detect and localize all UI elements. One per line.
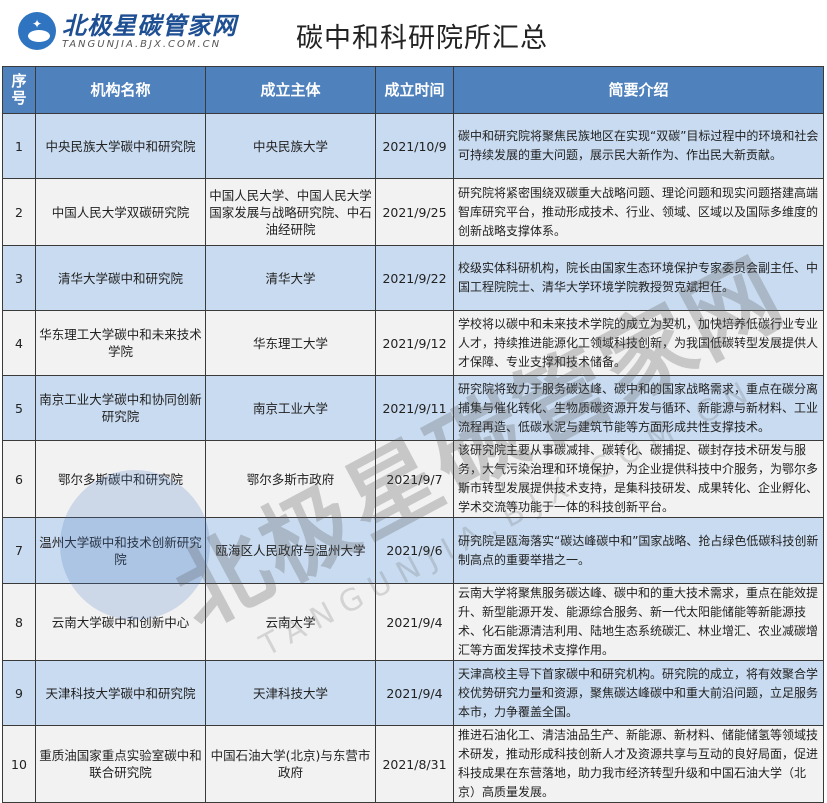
cell-name: 天津科技大学碳中和研究院 [35, 660, 206, 726]
cell-date: 2021/9/6 [375, 517, 454, 584]
cell-desc: 该研究院主要从事碳减排、碳转化、碳捕捉、碳封存技术研发与服务，大气污染治理和环境… [453, 440, 824, 518]
logo-domain: TANGUNJIA.BJX.COM.CN [62, 38, 222, 50]
cell-founder: 中国人民大学、中国人民大学国家发展与战略研究院、中石油经研院 [205, 178, 376, 246]
page-header: ✦ 北极星碳管家网 TANGUNJIA.BJX.COM.CN 碳中和科研院所汇总 [0, 0, 827, 66]
cell-date: 2021/9/4 [375, 583, 454, 661]
cell-date: 2021/9/4 [375, 660, 454, 726]
cell-name: 清华大学碳中和研究院 [35, 245, 206, 311]
table-row: 6 鄂尔多斯碳中和研究院 鄂尔多斯市政府 2021/9/7 该研究院主要从事碳减排、碳转… [2, 440, 824, 518]
cell-founder: 瓯海区人民政府与温州大学 [205, 517, 376, 584]
cell-desc: 研究院是瓯海落实“碳达峰碳中和”国家战略、抢占绿色低碳科技创新制高点的重要举措之… [453, 517, 824, 584]
cell-date: 2021/9/7 [375, 440, 454, 518]
cell-no: 1 [2, 113, 36, 179]
cell-desc: 学校将以碳中和未来技术学院的成立为契机，加快培养低碳行业专业人才，持续推进能源化… [453, 310, 824, 376]
page-title: 碳中和科研院所汇总 [296, 23, 548, 54]
cell-no: 3 [2, 245, 36, 311]
table-row: 10 重质油国家重点实验室碳中和联合研究院 中国石油大学(北京)与东营市政府 2021… [2, 725, 824, 803]
table-row: 1 中央民族大学碳中和研究院 中央民族大学 2021/10/9 碳中和研究院将聚焦民族地… [2, 113, 824, 179]
cell-founder: 华东理工大学 [205, 310, 376, 376]
cell-founder: 云南大学 [205, 583, 376, 661]
cell-no: 4 [2, 310, 36, 376]
cell-desc: 推进石油化工、清洁油品生产、新能源、新材料、储能储氢等领域技术研发，推动形成科技… [453, 725, 824, 803]
cell-date: 2021/9/22 [375, 245, 454, 311]
cell-desc: 天津高校主导下首家碳中和研究机构。研究院的成立，将有效聚合学校优势研究力量和资源… [453, 660, 824, 726]
column-header-no: 序号 [2, 66, 36, 114]
table-row: 5 南京工业大学碳中和协同创新研究院 南京工业大学 2021/9/11 研究院将致力于服… [2, 375, 824, 441]
cell-name: 南京工业大学碳中和协同创新研究院 [35, 375, 206, 441]
cell-name: 中国人民大学双碳研究院 [35, 178, 206, 246]
column-header-desc: 简要介绍 [453, 66, 824, 114]
cell-name: 重质油国家重点实验室碳中和联合研究院 [35, 725, 206, 803]
cell-no: 8 [2, 583, 36, 661]
cell-desc: 研究院将紧密围绕双碳重大战略问题、理论问题和现实问题搭建高端智库研究平台，推动形… [453, 178, 824, 246]
cell-name: 华东理工大学碳中和未来技术学院 [35, 310, 206, 376]
logo: ✦ 北极星碳管家网 TANGUNJIA.BJX.COM.CN [18, 12, 237, 50]
cell-desc: 云南大学将聚焦服务碳达峰、碳中和的重大技术需求，重点在能效提升、新型能源开发、能… [453, 583, 824, 661]
cell-desc: 碳中和研究院将聚焦民族地区在实现“双碳”目标过程中的环境和社会可持续发展的重大问… [453, 113, 824, 179]
logo-name: 北极星碳管家网 [62, 11, 237, 40]
cell-no: 10 [2, 725, 36, 803]
table-header-row: 序号 机构名称 成立主体 成立时间 简要介绍 [2, 66, 824, 114]
cell-founder: 中国石油大学(北京)与东营市政府 [205, 725, 376, 803]
cell-no: 2 [2, 178, 36, 246]
cell-founder: 天津科技大学 [205, 660, 376, 726]
cell-name: 中央民族大学碳中和研究院 [35, 113, 206, 179]
cell-date: 2021/9/25 [375, 178, 454, 246]
cell-date: 2021/9/12 [375, 310, 454, 376]
table-row: 3 清华大学碳中和研究院 清华大学 2021/9/22 校级实体科研机构，院长由国家生态… [2, 245, 824, 311]
cell-no: 7 [2, 517, 36, 584]
column-header-name: 机构名称 [35, 66, 206, 114]
cell-founder: 中央民族大学 [205, 113, 376, 179]
cell-name: 温州大学碳中和技术创新研究院 [35, 517, 206, 584]
table-row: 9 天津科技大学碳中和研究院 天津科技大学 2021/9/4 天津高校主导下首家碳中和研… [2, 660, 824, 726]
column-header-founder: 成立主体 [205, 66, 376, 114]
table-row: 8 云南大学碳中和创新中心 云南大学 2021/9/4 云南大学将聚焦服务碳达峰、碳中和… [2, 583, 824, 661]
cell-date: 2021/10/9 [375, 113, 454, 179]
cell-name: 云南大学碳中和创新中心 [35, 583, 206, 661]
cell-no: 9 [2, 660, 36, 726]
table-row: 4 华东理工大学碳中和未来技术学院 华东理工大学 2021/9/12 学校将以碳中和未来… [2, 310, 824, 376]
cell-name: 鄂尔多斯碳中和研究院 [35, 440, 206, 518]
logo-star-icon: ✦ [18, 12, 56, 50]
cell-founder: 清华大学 [205, 245, 376, 311]
cell-no: 6 [2, 440, 36, 518]
cell-desc: 校级实体科研机构，院长由国家生态环境保护专家委员会副主任、中国工程院院士、清华大… [453, 245, 824, 311]
table-row: 7 温州大学碳中和技术创新研究院 瓯海区人民政府与温州大学 2021/9/6 研究院是瓯… [2, 517, 824, 584]
institutes-table: 序号 机构名称 成立主体 成立时间 简要介绍 1 中央民族大学碳中和研究院 中央民族… [2, 66, 824, 803]
cell-founder: 南京工业大学 [205, 375, 376, 441]
cell-founder: 鄂尔多斯市政府 [205, 440, 376, 518]
column-header-date: 成立时间 [375, 66, 454, 114]
cell-date: 2021/9/11 [375, 375, 454, 441]
cell-no: 5 [2, 375, 36, 441]
cell-date: 2021/8/31 [375, 725, 454, 803]
table-row: 2 中国人民大学双碳研究院 中国人民大学、中国人民大学国家发展与战略研究院、中石油经… [2, 178, 824, 246]
cell-desc: 研究院将致力于服务碳达峰、碳中和的国家战略需求，重点在碳分离捕集与催化转化、生物… [453, 375, 824, 441]
